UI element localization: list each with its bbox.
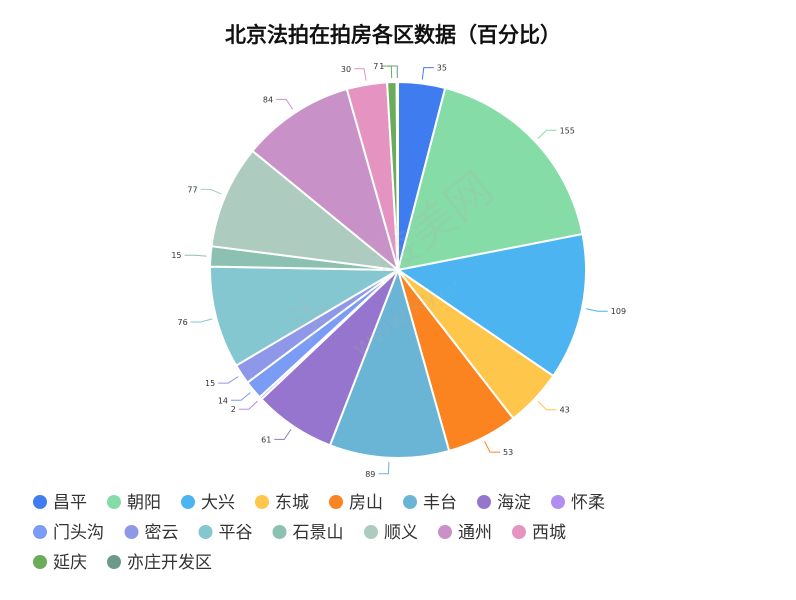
legend-label: 门头沟: [53, 523, 104, 543]
value-label-西城: 30: [341, 65, 351, 74]
legend-marker: [255, 495, 269, 509]
legend-marker: [33, 525, 47, 539]
legend-marker: [107, 495, 121, 509]
legend-item-亦庄开发区[interactable]: 亦庄开发区: [107, 553, 212, 573]
legend-marker: [124, 525, 139, 539]
legend-item-东城[interactable]: 东城: [255, 493, 309, 513]
pie-slice-平谷: [209, 265, 402, 367]
value-label-门头沟: 14: [218, 396, 228, 405]
legend-item-石景山[interactable]: 石景山: [272, 523, 344, 543]
legend-label: 亦庄开发区: [127, 553, 212, 573]
leader-line-亦庄开发区: [387, 65, 398, 78]
leader-line-平谷: [190, 318, 213, 323]
pie-slice-顺义: [210, 149, 402, 272]
legend-item-门头沟[interactable]: 门头沟: [33, 523, 104, 543]
legend-label: 丰台: [423, 493, 457, 513]
legend-label: 昌平: [53, 493, 87, 513]
legend-item-通州[interactable]: 通州: [438, 523, 492, 543]
legend-marker: [33, 495, 47, 509]
legend-label: 密云: [145, 523, 179, 543]
value-label-大兴: 109: [611, 307, 626, 316]
legend-item-朝阳[interactable]: 朝阳: [107, 493, 161, 513]
leader-line-顺义: [200, 188, 222, 195]
value-label-延庆: 7: [373, 62, 378, 71]
legend-marker: [551, 495, 565, 509]
pie-slices: [209, 80, 587, 459]
value-label-海淀: 61: [261, 435, 271, 444]
legend-label: 延庆: [53, 553, 87, 573]
legend-label: 通州: [458, 523, 492, 543]
value-label-东城: 43: [560, 406, 570, 415]
pie-slice-丰台: [328, 266, 451, 459]
legend-marker: [107, 555, 121, 569]
value-label-房山: 53: [503, 448, 513, 457]
leader-line-门头沟: [231, 392, 251, 401]
leader-line-西城: [354, 68, 367, 81]
value-label-平谷: 76: [178, 318, 188, 327]
legend-item-怀柔[interactable]: 怀柔: [551, 493, 605, 513]
legend-label: 石景山: [293, 523, 344, 543]
legend-item-延庆[interactable]: 延庆: [33, 553, 87, 573]
legend-label: 平谷: [219, 523, 253, 543]
leader-line-丰台: [378, 461, 390, 475]
chart-title: 北京法拍在拍房各区数据（百分比）: [225, 23, 561, 47]
legend-item-密云[interactable]: 密云: [124, 523, 179, 543]
legend-marker: [181, 495, 195, 509]
legend-item-昌平[interactable]: 昌平: [33, 493, 87, 513]
legend-marker: [272, 525, 287, 539]
legend-marker: [438, 525, 452, 539]
value-label-怀柔: 2: [231, 405, 236, 414]
legend-item-顺义[interactable]: 顺义: [364, 523, 418, 543]
pie-slice-亦庄开发区: [395, 80, 399, 271]
legend-label: 东城: [275, 493, 309, 513]
pie-slice-朝阳: [396, 86, 584, 272]
legend-marker: [403, 495, 417, 509]
leader-line-海淀: [274, 429, 292, 440]
legend-label: 顺义: [384, 523, 418, 543]
value-label-通州: 84: [263, 95, 273, 104]
legend-marker: [198, 525, 213, 539]
legend-label: 大兴: [201, 493, 235, 513]
legend-marker: [477, 495, 491, 509]
leader-line-东城: [537, 401, 557, 411]
legend-label: 怀柔: [571, 493, 605, 513]
value-label-密云: 15: [205, 379, 215, 388]
pie-slice-大兴: [395, 232, 587, 378]
legend-item-房山[interactable]: 房山: [329, 493, 383, 513]
leader-line-昌平: [421, 67, 434, 80]
legend-item-海淀[interactable]: 海淀: [477, 493, 531, 513]
legend-marker: [329, 495, 343, 509]
legend-item-平谷[interactable]: 平谷: [198, 523, 253, 543]
leader-line-房山: [484, 441, 500, 453]
value-label-亦庄开发区: 1: [379, 62, 384, 71]
leader-line-密云: [218, 376, 239, 384]
leader-line-通州: [276, 98, 294, 110]
leader-line-石景山: [184, 254, 207, 257]
legend-item-大兴[interactable]: 大兴: [181, 493, 235, 513]
legend-marker: [33, 555, 47, 569]
legend-marker: [512, 525, 526, 539]
leader-line-大兴: [585, 308, 608, 312]
value-label-丰台: 89: [365, 470, 375, 479]
value-label-昌平: 35: [437, 64, 447, 73]
legend-item-丰台[interactable]: 丰台: [403, 493, 457, 513]
pie-slice-通州: [251, 87, 400, 273]
value-label-朝阳: 155: [560, 126, 575, 135]
value-label-顺义: 77: [187, 185, 197, 194]
legend-label: 西城: [532, 523, 566, 543]
legend-marker: [364, 525, 378, 539]
legend-item-西城[interactable]: 西城: [512, 523, 566, 543]
leader-line-朝阳: [537, 129, 557, 139]
leader-line-怀柔: [238, 400, 258, 410]
value-label-石景山: 15: [171, 251, 181, 260]
legend-label: 房山: [349, 493, 383, 513]
legend-label: 海淀: [497, 493, 531, 513]
legend-label: 朝阳: [127, 493, 161, 513]
